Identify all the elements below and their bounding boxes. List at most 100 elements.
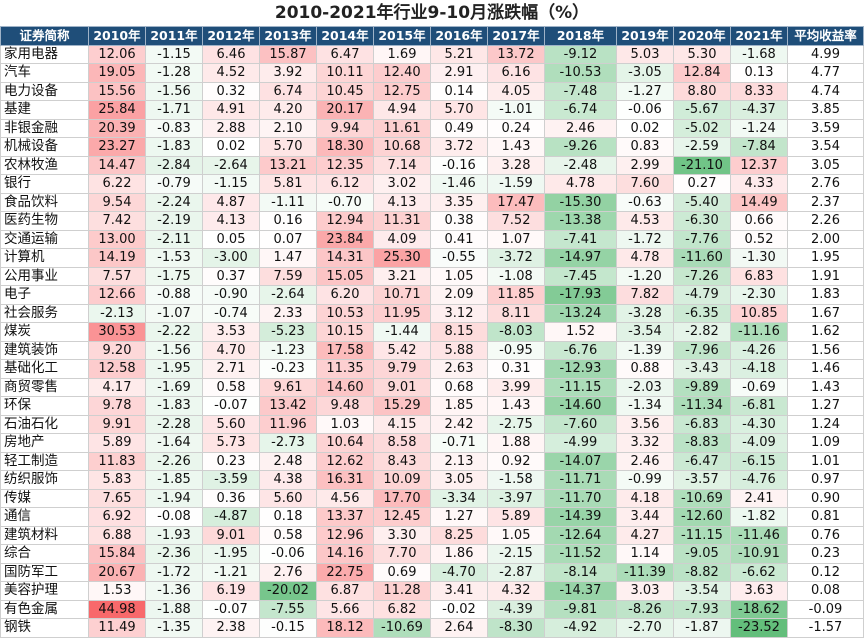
- return-cell: 19.05: [88, 63, 146, 83]
- return-cell: 0.18: [259, 507, 317, 527]
- return-cell: -0.69: [730, 377, 788, 397]
- average-return-cell: 2.37: [787, 192, 864, 212]
- return-cell: -11.70: [544, 488, 617, 508]
- return-cell: 3.72: [430, 137, 488, 157]
- table-row: 传媒 7.65 -1.94 0.36 5.60 4.56 17.70 -3.34 -3.97 -1…: [0, 488, 864, 508]
- header-year: 2015年: [373, 26, 431, 46]
- header-year: 2017年: [487, 26, 545, 46]
- return-cell: 12.40: [373, 63, 431, 83]
- average-return-cell: 4.77: [787, 63, 864, 83]
- return-cell: 8.11: [487, 303, 545, 323]
- return-cell: -1.39: [616, 340, 674, 360]
- return-cell: -1.30: [730, 248, 788, 268]
- return-cell: -10.69: [673, 488, 731, 508]
- return-cell: -1.23: [259, 340, 317, 360]
- return-cell: -2.03: [616, 377, 674, 397]
- return-cell: 11.96: [259, 414, 317, 434]
- return-cell: -10.53: [544, 63, 617, 83]
- average-return-cell: 1.46: [787, 359, 864, 379]
- return-cell: 3.05: [430, 470, 488, 490]
- return-cell: 15.05: [316, 266, 374, 286]
- return-cell: -2.15: [487, 544, 545, 564]
- average-return-cell: 4.74: [787, 81, 864, 101]
- return-cell: -1.72: [616, 229, 674, 249]
- return-cell: 2.88: [202, 118, 260, 138]
- return-cell: 14.19: [88, 248, 146, 268]
- return-cell: -13.24: [544, 303, 617, 323]
- return-cell: 9.54: [88, 192, 146, 212]
- return-cell: 13.21: [259, 155, 317, 175]
- return-cell: 4.56: [316, 488, 374, 508]
- industry-name: 石油石化: [0, 414, 89, 434]
- return-cell: 10.09: [373, 470, 431, 490]
- table-row: 煤炭 30.53 -2.22 3.53 -5.23 10.15 -1.44 8.15 -8.03…: [0, 322, 864, 342]
- return-cell: -5.67: [673, 100, 731, 120]
- return-cell: 2.64: [430, 618, 488, 638]
- return-cell: 13.42: [259, 396, 317, 416]
- return-cell: 4.53: [616, 211, 674, 231]
- return-cell: 11.85: [487, 285, 545, 305]
- table-row: 汽车 19.05 -1.28 4.52 3.92 10.11 12.40 2.91 6.16 -1…: [0, 63, 864, 83]
- return-cell: 17.58: [316, 340, 374, 360]
- return-cell: -2.64: [259, 285, 317, 305]
- return-cell: -1.08: [487, 266, 545, 286]
- table-row: 美容护理 1.53 -1.36 6.19 -20.02 6.87 11.28 3.41 4.32…: [0, 581, 864, 601]
- return-cell: 0.58: [202, 377, 260, 397]
- return-cell: -1.95: [202, 544, 260, 564]
- industry-name: 钢铁: [0, 618, 89, 638]
- return-cell: -14.37: [544, 581, 617, 601]
- average-return-cell: 2.26: [787, 211, 864, 231]
- return-cell: -0.23: [259, 359, 317, 379]
- return-cell: -9.81: [544, 599, 617, 619]
- return-cell: 9.01: [202, 525, 260, 545]
- return-cell: 0.52: [730, 229, 788, 249]
- return-cell: 6.82: [373, 599, 431, 619]
- average-return-cell: 3.85: [787, 100, 864, 120]
- return-cell: -8.14: [544, 562, 617, 582]
- header-year: 2020年: [673, 26, 731, 46]
- return-cell: -23.52: [730, 618, 788, 638]
- return-cell: 20.17: [316, 100, 374, 120]
- return-cell: -1.72: [145, 562, 203, 582]
- average-return-cell: 1.95: [787, 248, 864, 268]
- return-cell: 5.89: [487, 507, 545, 527]
- return-cell: 1.05: [487, 525, 545, 545]
- return-cell: -7.84: [730, 137, 788, 157]
- return-cell: 3.92: [259, 63, 317, 83]
- header-year: 2013年: [259, 26, 317, 46]
- return-cell: -0.16: [430, 155, 488, 175]
- average-return-cell: 1.56: [787, 340, 864, 360]
- return-cell: 18.30: [316, 137, 374, 157]
- return-cell: -1.46: [430, 174, 488, 194]
- return-cell: -1.56: [145, 340, 203, 360]
- return-cell: 0.16: [259, 211, 317, 231]
- return-cell: -2.59: [673, 137, 731, 157]
- return-cell: 6.83: [730, 266, 788, 286]
- return-cell: -18.62: [730, 599, 788, 619]
- table-title: 2010-2021年行业9-10月涨跌幅（%）: [274, 3, 590, 23]
- return-cell: 4.52: [202, 63, 260, 83]
- return-cell: -2.11: [145, 229, 203, 249]
- return-cell: 15.87: [259, 44, 317, 64]
- average-return-cell: -1.57: [787, 618, 864, 638]
- return-cell: 3.99: [487, 377, 545, 397]
- industry-name: 传媒: [0, 488, 89, 508]
- return-cell: 2.46: [544, 118, 617, 138]
- return-cell: -4.18: [730, 359, 788, 379]
- average-return-cell: 1.67: [787, 303, 864, 323]
- return-cell: 9.78: [88, 396, 146, 416]
- return-cell: 12.84: [673, 63, 731, 83]
- average-return-cell: 0.90: [787, 488, 864, 508]
- return-cell: 4.38: [259, 470, 317, 490]
- return-cell: 17.47: [487, 192, 545, 212]
- industry-returns-table: 证券简称 2010年 2011年 2012年 2013年 2014年 2015年 2016年 2…: [0, 26, 864, 638]
- return-cell: 4.91: [202, 100, 260, 120]
- return-cell: -2.48: [544, 155, 617, 175]
- return-cell: -11.52: [544, 544, 617, 564]
- return-cell: 0.37: [202, 266, 260, 286]
- return-cell: 1.52: [544, 322, 617, 342]
- return-cell: 14.60: [316, 377, 374, 397]
- return-cell: -8.03: [487, 322, 545, 342]
- return-cell: 6.19: [202, 581, 260, 601]
- return-cell: -1.95: [145, 359, 203, 379]
